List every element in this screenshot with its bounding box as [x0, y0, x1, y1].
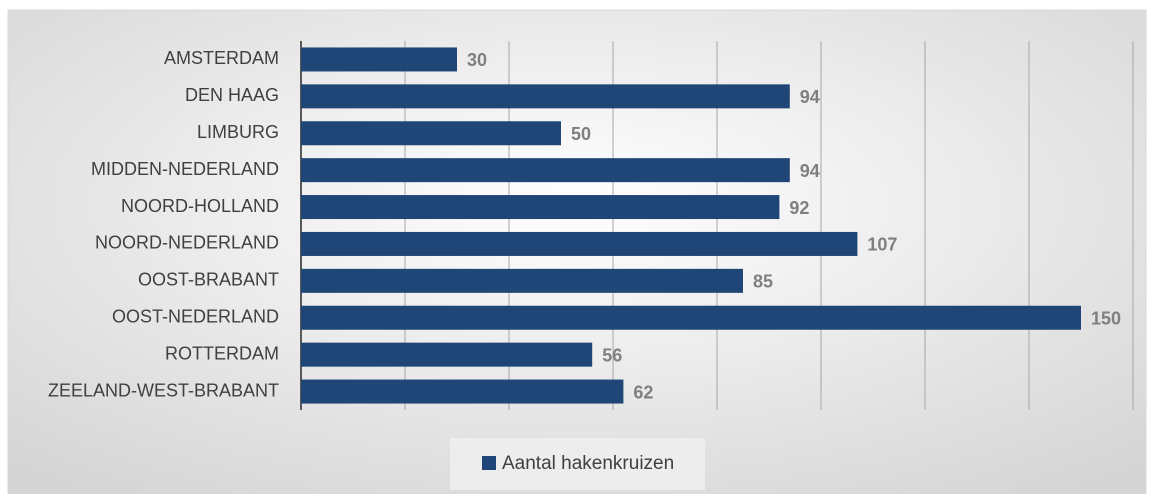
y-tick-label: AMSTERDAM [164, 48, 279, 68]
y-tick-label: DEN HAAG [185, 85, 279, 105]
bar [301, 231, 858, 256]
bar [301, 379, 624, 404]
bar [301, 47, 457, 72]
y-tick-label: ZEELAND-WEST-BRABANT [48, 380, 279, 400]
y-tick-label: ROTTERDAM [165, 343, 279, 363]
y-tick-label: LIMBURG [197, 122, 279, 142]
y-tick-label: OOST-NEDERLAND [112, 307, 279, 327]
data-label: 30 [467, 50, 487, 70]
data-label: 94 [800, 87, 820, 107]
bar [301, 268, 743, 293]
y-tick-label: NOORD-HOLLAND [121, 196, 279, 216]
data-label: 94 [800, 161, 820, 181]
legend-swatch [482, 456, 496, 470]
bar [301, 305, 1081, 330]
y-tick-label: OOST-BRABANT [138, 270, 279, 290]
data-label: 107 [867, 235, 897, 255]
data-label: 62 [633, 382, 653, 402]
data-label: 150 [1091, 309, 1121, 329]
bar [301, 158, 790, 183]
data-label: 92 [789, 198, 809, 218]
data-label: 50 [571, 124, 591, 144]
data-label: 56 [602, 345, 622, 365]
legend-label: Aantal hakenkruizen [502, 453, 674, 474]
y-tick-label: MIDDEN-NEDERLAND [91, 159, 279, 179]
bar [301, 121, 561, 146]
data-label: 85 [753, 272, 773, 292]
bar [301, 342, 593, 367]
bar [301, 84, 790, 109]
y-tick-label: NOORD-NEDERLAND [95, 233, 279, 253]
bar [301, 195, 780, 220]
